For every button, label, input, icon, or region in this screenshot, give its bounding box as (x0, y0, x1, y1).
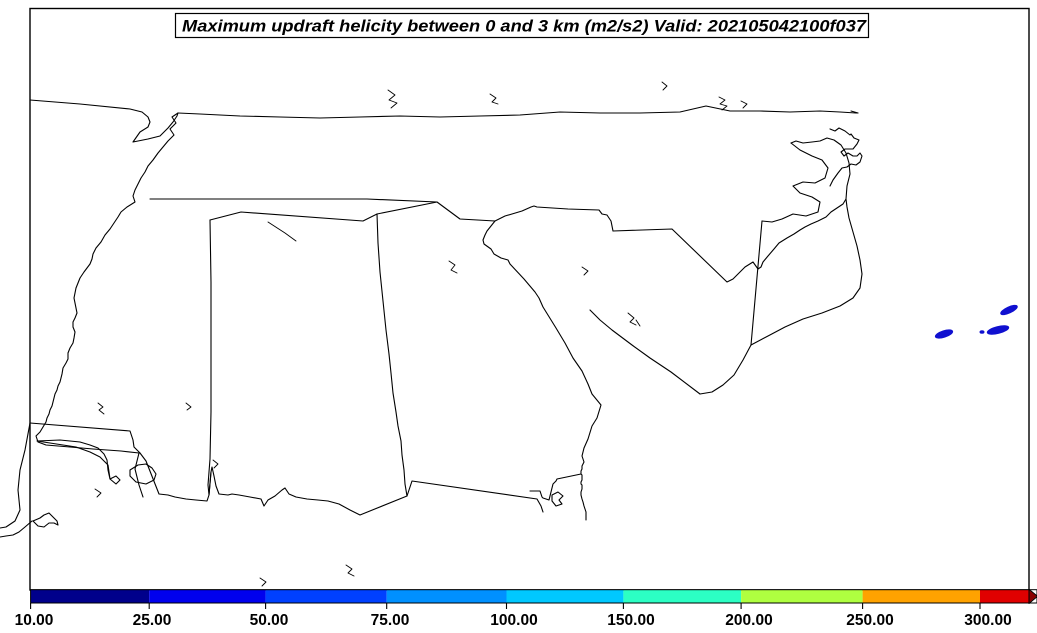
svg-text:300.00: 300.00 (964, 612, 1011, 629)
svg-text:10.00: 10.00 (15, 612, 54, 629)
svg-text:25.00: 25.00 (133, 612, 172, 629)
svg-text:250.00: 250.00 (846, 612, 893, 629)
svg-text:200.00: 200.00 (725, 612, 772, 629)
svg-text:75.00: 75.00 (371, 612, 410, 629)
svg-text:Maximum updraft helicity betwe: Maximum updraft helicity between 0 and 3… (182, 18, 867, 36)
svg-text:100.00: 100.00 (490, 612, 537, 629)
svg-text:50.00: 50.00 (250, 612, 289, 629)
svg-text:150.00: 150.00 (607, 612, 654, 629)
